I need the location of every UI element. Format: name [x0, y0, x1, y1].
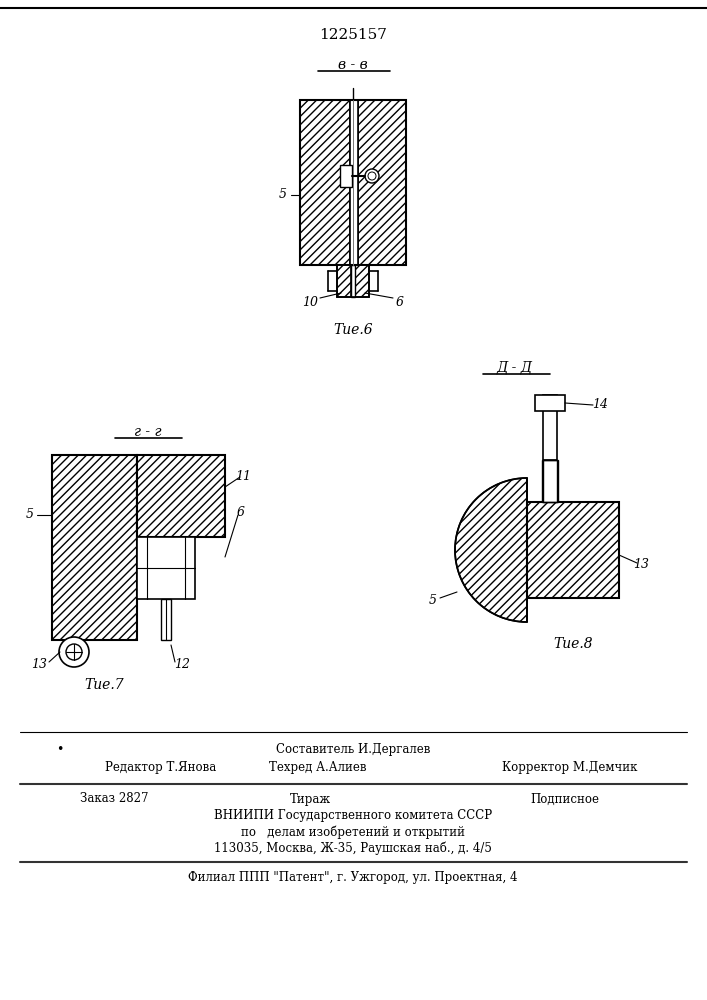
Text: Филиал ППП "Патент", г. Ужгород, ул. Проектная, 4: Филиал ППП "Патент", г. Ужгород, ул. Про…: [188, 871, 518, 884]
Text: 5: 5: [429, 593, 437, 606]
Text: Корректор М.Демчик: Корректор М.Демчик: [502, 762, 638, 774]
Text: по   делам изобретений и открытий: по делам изобретений и открытий: [241, 825, 465, 839]
Text: 13: 13: [31, 658, 47, 672]
Polygon shape: [350, 100, 358, 265]
Polygon shape: [340, 165, 352, 187]
Text: ВНИИПИ Государственного комитета СССР: ВНИИПИ Государственного комитета СССР: [214, 810, 492, 822]
Polygon shape: [542, 460, 558, 502]
Text: 5: 5: [26, 508, 34, 522]
Text: Д - Д: Д - Д: [497, 361, 533, 375]
Polygon shape: [137, 455, 225, 537]
Polygon shape: [137, 537, 195, 599]
Text: Составитель И.Дергалев: Составитель И.Дергалев: [276, 744, 430, 756]
Text: 6: 6: [396, 296, 404, 308]
Text: Τие.8: Τие.8: [553, 637, 592, 651]
Polygon shape: [527, 502, 619, 598]
Circle shape: [59, 637, 89, 667]
Polygon shape: [52, 455, 137, 640]
Polygon shape: [351, 265, 355, 297]
Text: 5: 5: [279, 188, 287, 202]
Text: 13: 13: [633, 558, 649, 572]
Polygon shape: [300, 100, 350, 265]
Text: Редактор Т.Янова: Редактор Т.Янова: [105, 762, 216, 774]
Text: Техред А.Алиев: Техред А.Алиев: [269, 762, 367, 774]
Text: Тираж: Тираж: [289, 792, 331, 806]
Polygon shape: [543, 395, 557, 460]
Polygon shape: [355, 265, 369, 297]
Text: 1225157: 1225157: [319, 28, 387, 42]
Text: Τие.6: Τие.6: [333, 323, 373, 337]
Text: 6: 6: [237, 506, 245, 520]
Polygon shape: [358, 100, 406, 265]
Circle shape: [365, 169, 379, 183]
Text: г - г: г - г: [134, 425, 162, 439]
Polygon shape: [535, 395, 565, 411]
Polygon shape: [455, 478, 527, 622]
Text: •: •: [57, 744, 64, 756]
Polygon shape: [161, 599, 171, 640]
Text: Подписное: Подписное: [530, 792, 600, 806]
Text: 14: 14: [592, 398, 608, 412]
Text: 10: 10: [302, 296, 318, 308]
Text: 113035, Москва, Ж-35, Раушская наб., д. 4/5: 113035, Москва, Ж-35, Раушская наб., д. …: [214, 841, 492, 855]
Text: 12: 12: [174, 658, 190, 672]
Text: Τие.7: Τие.7: [84, 678, 124, 692]
Text: в - в: в - в: [338, 58, 368, 72]
Polygon shape: [337, 265, 351, 297]
Text: Заказ 2827: Заказ 2827: [80, 792, 148, 806]
Text: 11: 11: [235, 471, 251, 484]
